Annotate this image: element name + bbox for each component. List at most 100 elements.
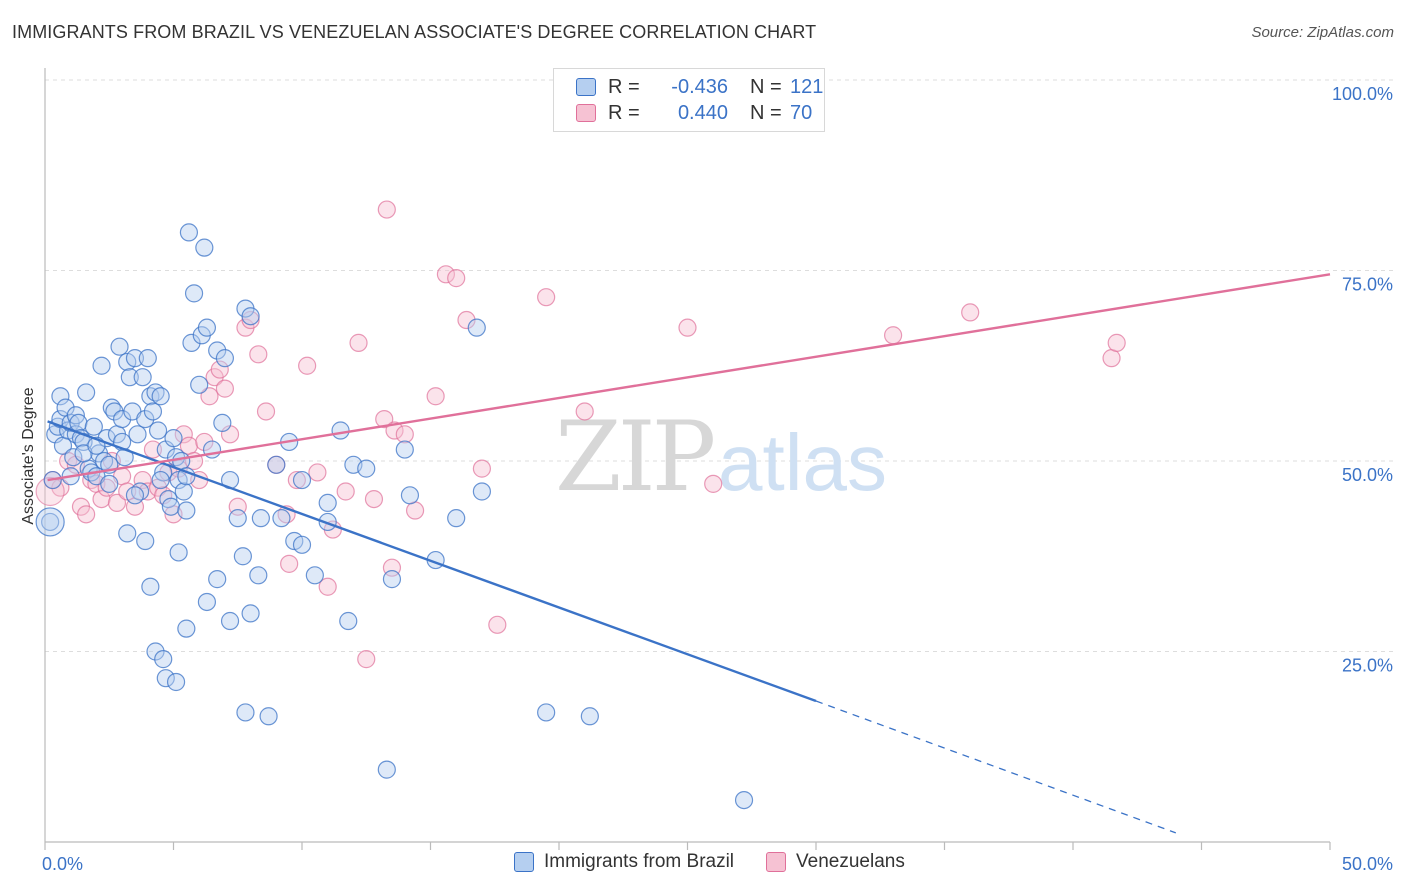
venezuelans-point (457, 310, 476, 330)
brazil-point (318, 512, 337, 532)
brazil-point (197, 318, 217, 337)
brazil-point (249, 566, 268, 585)
brazil-point (138, 349, 157, 368)
brazil-point (395, 440, 414, 459)
venezuelans-point (35, 476, 65, 507)
grid-lines (45, 79, 1393, 652)
brazil-point (41, 512, 60, 532)
venezuelans-point (704, 474, 723, 493)
venezuelans-point (92, 490, 111, 509)
venezuelans-point (447, 269, 466, 288)
brazil-point (125, 486, 145, 505)
brazil-point (154, 650, 173, 669)
brazil-trend-extension (815, 700, 1177, 834)
legend-n-value: 70 (790, 101, 813, 124)
legend-swatch-blue (514, 852, 534, 872)
venezuelans-point (961, 303, 980, 322)
legend-r-value: 0.440 (677, 101, 728, 124)
brazil-point (136, 531, 155, 551)
brazil-point (580, 707, 599, 726)
chart-title: IMMIGRANTS FROM BRAZIL VS VENEZUELAN ASS… (12, 22, 817, 42)
brazil-point (112, 409, 132, 429)
venezuelans-point (405, 501, 425, 520)
brazil-point (148, 421, 168, 440)
brazil-point (141, 577, 160, 596)
brazil-point (105, 402, 124, 421)
brazil-point (251, 509, 270, 528)
venezuelans-point (575, 402, 594, 421)
brazil-point (339, 611, 358, 631)
venezuelans-point (678, 318, 697, 337)
venezuelans-point (159, 463, 178, 482)
brazil-point (151, 470, 170, 490)
source-label: Source: ZipAtlas.com (1251, 24, 1394, 41)
brazil-point (136, 409, 155, 429)
brazil-point (734, 790, 754, 810)
venezuelans-point (375, 409, 394, 429)
legend-row-brazil: R = -0.436 N = 121 (576, 74, 823, 100)
venezuelans-point (210, 360, 229, 379)
legend-r-value: -0.436 (671, 75, 728, 98)
venezuelans-point (336, 482, 355, 501)
brazil-point (447, 509, 466, 528)
venezuelans-point (395, 425, 414, 444)
brazil-point (156, 669, 175, 688)
brazil-point (233, 547, 252, 566)
brazil-point (228, 509, 247, 528)
legend-n-label: N = (750, 101, 782, 124)
brazil-points (35, 223, 754, 810)
legend-row-venezuelans: R = 0.440 N = 70 (576, 100, 812, 126)
brazil-point (208, 570, 227, 589)
brazil-point (182, 333, 201, 352)
brazil-point (146, 642, 165, 661)
y-axis-label: Associate's Degree (20, 387, 37, 524)
legend-item-venezuelans: Venezuelans (766, 851, 905, 873)
brazil-point (382, 570, 402, 589)
legend-n-label: N = (750, 75, 782, 98)
y-tick-label: 100.0% (1332, 84, 1393, 104)
venezuelans-point (241, 310, 260, 330)
venezuelans-point (1107, 333, 1126, 352)
venezuelans-point (318, 577, 337, 596)
brazil-point (64, 448, 83, 467)
brazil-point (120, 368, 139, 387)
y-tick-label: 50.0% (1342, 465, 1393, 485)
venezuelans-point (357, 650, 376, 669)
brazil-point (177, 501, 196, 520)
venezuelans-point (488, 615, 507, 634)
legend-n-value: 121 (790, 75, 824, 98)
brazil-point (118, 524, 137, 543)
brazil-point (267, 455, 286, 474)
brazil-point (272, 509, 291, 528)
brazil-point (35, 507, 65, 537)
venezuelans-point (1102, 349, 1121, 368)
brazil-point (331, 421, 350, 440)
brazil-point (164, 429, 183, 448)
brazil-point (179, 223, 199, 242)
venezuelans-point (249, 345, 268, 364)
correlation-legend: R = -0.436 N = 121 R = 0.440 N = 70 (553, 68, 825, 132)
legend-r-label: R = (608, 101, 640, 124)
venezuelans-point (883, 326, 903, 345)
legend-label-venezuelans: Venezuelans (796, 851, 905, 872)
brazil-point (208, 341, 227, 360)
brazil-point (84, 417, 103, 436)
brazil-point (292, 535, 312, 554)
brazil-point (472, 482, 491, 501)
brazil-point (166, 672, 186, 692)
brazil-point (184, 284, 204, 303)
brazil-point (220, 611, 240, 631)
venezuelans-point (436, 265, 456, 284)
brazil-point (177, 619, 196, 638)
brazil-point (241, 307, 260, 326)
trend-lines (47, 273, 1331, 834)
x-tick-label: 50.0% (1342, 854, 1393, 874)
legend-item-brazil: Immigrants from Brazil (514, 851, 734, 873)
brazil-point (51, 387, 70, 406)
brazil-point (236, 703, 255, 722)
venezuelans-point (77, 505, 96, 524)
brazil-point (190, 375, 209, 394)
series-legend: Immigrants from Brazil Venezuelans (514, 851, 937, 873)
venezuelans-point (256, 402, 276, 421)
